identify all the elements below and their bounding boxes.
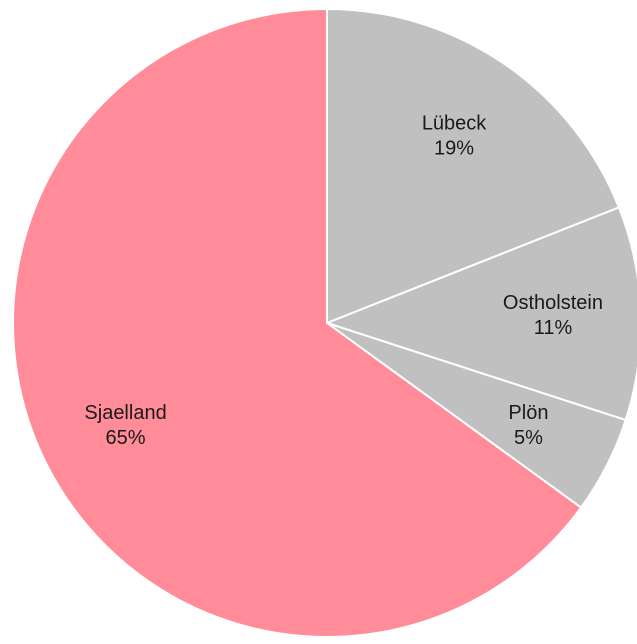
slice-value-label: 11% <box>534 317 573 339</box>
pie-slice <box>324 206 637 422</box>
pie-slice <box>12 7 583 638</box>
slice-label: Lübeck <box>422 112 487 134</box>
slice-value-label: 19% <box>434 137 474 159</box>
slice-value-label: 5% <box>514 427 543 449</box>
pie-slice <box>326 7 621 325</box>
slice-label: Ostholstein <box>503 292 603 314</box>
slice-label: Sjaelland <box>84 402 166 424</box>
slice-label: Plön <box>508 402 548 424</box>
slice-value-label: 65% <box>106 427 146 449</box>
